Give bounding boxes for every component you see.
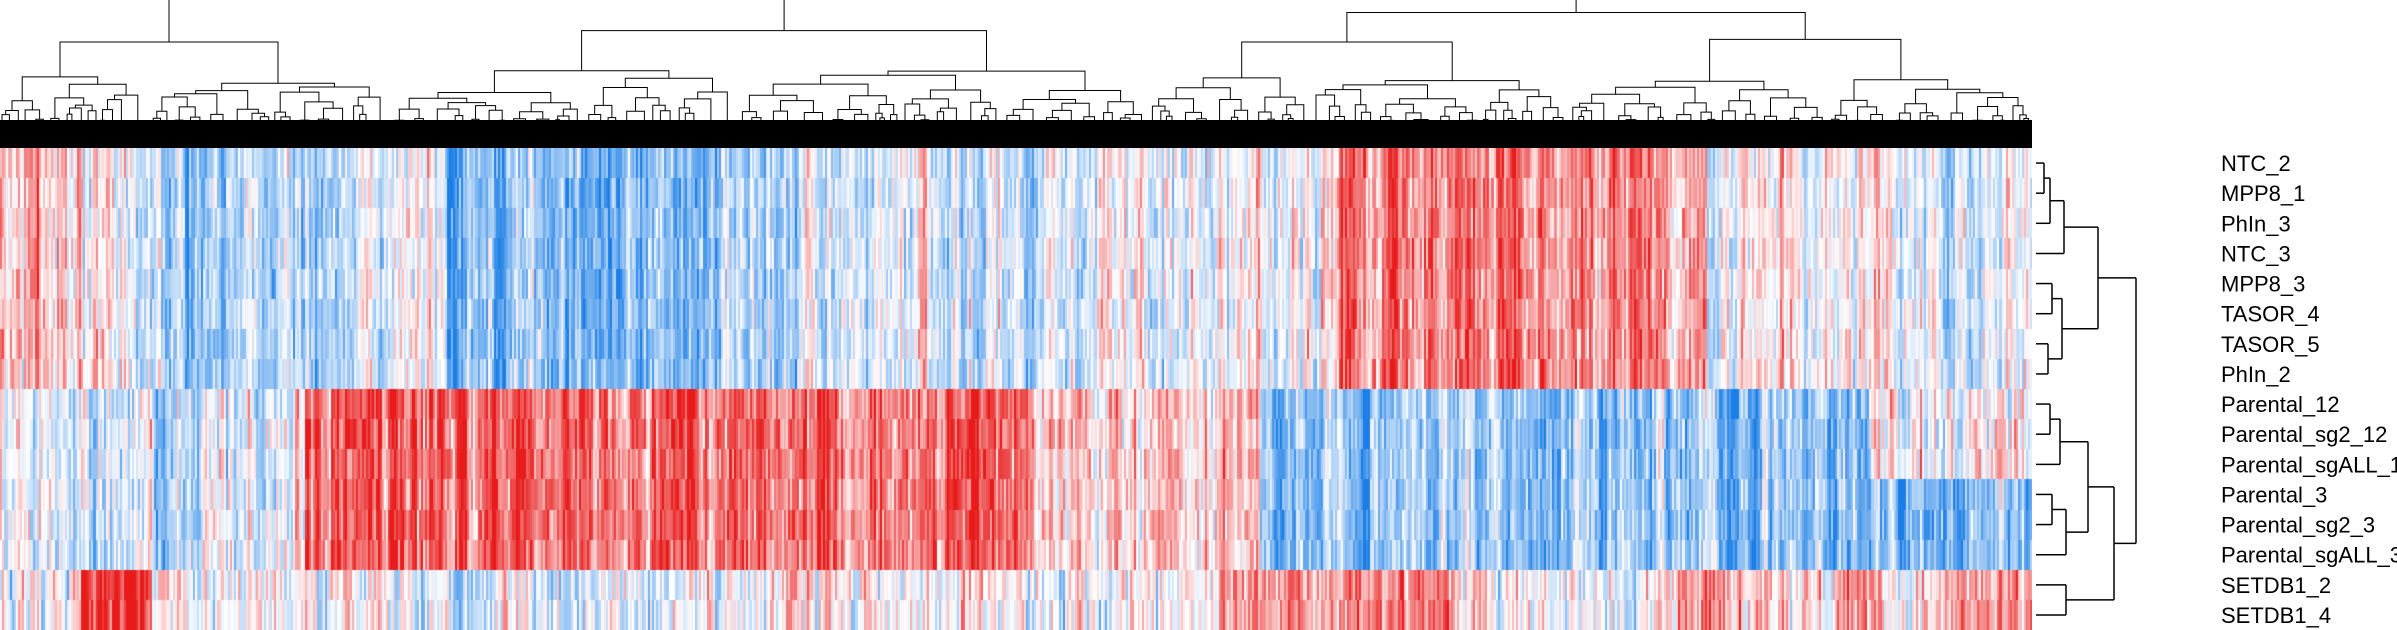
row-label: MPP8_1 xyxy=(2221,181,2305,206)
row-label: Parental_sg2_3 xyxy=(2221,513,2375,538)
row-label: Parental_12 xyxy=(2221,392,2340,417)
row-label: NTC_3 xyxy=(2221,241,2291,266)
row-dendrogram xyxy=(2036,162,2137,616)
row-label: NTC_2 xyxy=(2221,151,2291,176)
row-label: Parental_sg2_12 xyxy=(2221,422,2387,447)
heatmap-cells xyxy=(0,148,2032,630)
column-dendrogram-leaves xyxy=(0,120,2032,148)
row-labels: NTC_2 MPP8_1 PhIn_3 NTC_3 MPP8_3 TASOR_4 TASOR… xyxy=(2221,151,2397,628)
row-label: MPP8_3 xyxy=(2221,272,2305,297)
row-label: TASOR_5 xyxy=(2221,332,2320,357)
row-label: Parental_sgALL_12 xyxy=(2221,452,2397,477)
row-label: Parental_3 xyxy=(2221,482,2327,507)
row-label: Parental_sgALL_3 xyxy=(2221,543,2397,568)
row-label: SETDB1_4 xyxy=(2221,603,2331,628)
row-label: SETDB1_2 xyxy=(2221,573,2331,598)
column-dendrogram xyxy=(0,0,2032,148)
row-label: PhIn_2 xyxy=(2221,362,2291,387)
row-label: TASOR_4 xyxy=(2221,302,2320,327)
row-label: PhIn_3 xyxy=(2221,211,2291,236)
